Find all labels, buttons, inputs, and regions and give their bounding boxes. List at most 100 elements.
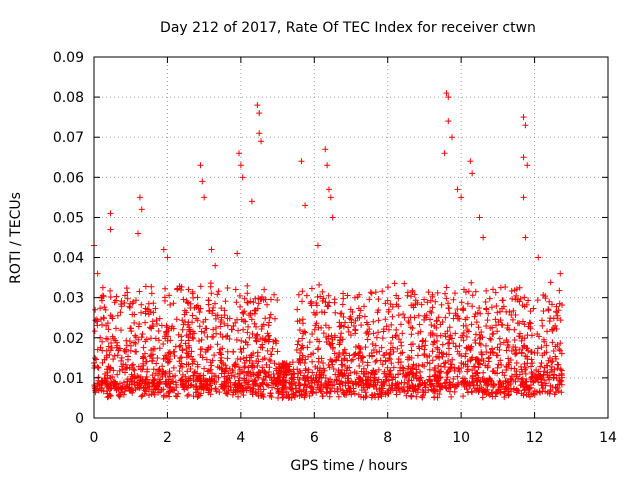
data-point [431, 387, 438, 394]
data-point [434, 289, 441, 296]
data-point [99, 359, 106, 366]
data-point [522, 234, 529, 241]
data-point [239, 309, 246, 316]
data-point [496, 346, 503, 353]
data-point [219, 366, 226, 373]
data-point [328, 332, 335, 339]
data-point [129, 386, 136, 393]
data-point [527, 320, 534, 327]
data-point [557, 270, 564, 277]
data-point [467, 158, 474, 165]
data-point [336, 341, 343, 348]
data-point [326, 393, 333, 400]
data-point [433, 353, 440, 360]
data-point [468, 321, 475, 328]
data-point [484, 362, 491, 369]
data-point [389, 344, 396, 351]
data-point [290, 374, 297, 381]
data-point [333, 376, 340, 383]
data-point [294, 341, 301, 348]
data-point [232, 286, 239, 293]
data-point [113, 387, 120, 394]
data-point [241, 308, 248, 315]
data-point [211, 352, 218, 359]
data-point [555, 307, 562, 314]
data-point [333, 377, 340, 384]
data-point [505, 392, 512, 399]
data-point [483, 323, 490, 330]
data-point [225, 383, 232, 390]
data-point [185, 342, 192, 349]
data-point [529, 360, 536, 367]
data-point [107, 210, 114, 217]
data-point [486, 335, 493, 342]
data-point [421, 352, 428, 359]
data-point [513, 389, 520, 396]
data-point [384, 297, 391, 304]
data-point [442, 314, 449, 321]
data-point [121, 347, 128, 354]
data-point [392, 380, 399, 387]
data-point [235, 327, 242, 334]
data-point [459, 306, 466, 313]
data-point [512, 351, 519, 358]
data-point [142, 358, 149, 365]
data-point [212, 385, 219, 392]
data-point [174, 286, 181, 293]
data-point [464, 345, 471, 352]
data-point [329, 214, 336, 221]
data-point [357, 346, 364, 353]
data-point [551, 391, 558, 398]
data-point [427, 308, 434, 315]
data-point [395, 371, 402, 378]
data-point [223, 365, 230, 372]
data-point [269, 345, 276, 352]
data-point [162, 352, 169, 359]
data-point [254, 331, 261, 338]
data-point [476, 304, 483, 311]
data-point [384, 364, 391, 371]
data-point [368, 394, 375, 401]
data-point [522, 364, 529, 371]
data-point [482, 362, 489, 369]
data-point [99, 297, 106, 304]
data-point [322, 322, 329, 329]
data-point [178, 283, 185, 290]
data-point [384, 284, 391, 291]
data-point [103, 366, 110, 373]
data-point [469, 354, 476, 361]
data-point [194, 361, 201, 368]
data-point [167, 301, 174, 308]
data-point [439, 341, 446, 348]
data-point [436, 354, 443, 361]
data-point [254, 371, 261, 378]
data-point [358, 322, 365, 329]
data-point [277, 369, 284, 376]
data-point [378, 344, 385, 351]
data-point [360, 365, 367, 372]
data-point [428, 321, 435, 328]
data-point [351, 368, 358, 375]
data-point [469, 372, 476, 379]
data-point [395, 336, 402, 343]
data-point [422, 342, 429, 349]
data-point [508, 347, 515, 354]
data-point [159, 363, 166, 370]
data-point [266, 319, 273, 326]
data-point [341, 346, 348, 353]
data-point [246, 358, 253, 365]
data-point [342, 319, 349, 326]
data-point [447, 361, 454, 368]
data-point [510, 307, 517, 314]
data-point [496, 335, 503, 342]
data-point [489, 324, 496, 331]
data-point [372, 289, 379, 296]
data-point [142, 319, 149, 326]
data-point [323, 389, 330, 396]
data-point [464, 327, 471, 334]
data-point [349, 309, 356, 316]
data-point [522, 370, 529, 377]
data-point [435, 374, 442, 381]
data-point [161, 294, 168, 301]
data-point [538, 360, 545, 367]
